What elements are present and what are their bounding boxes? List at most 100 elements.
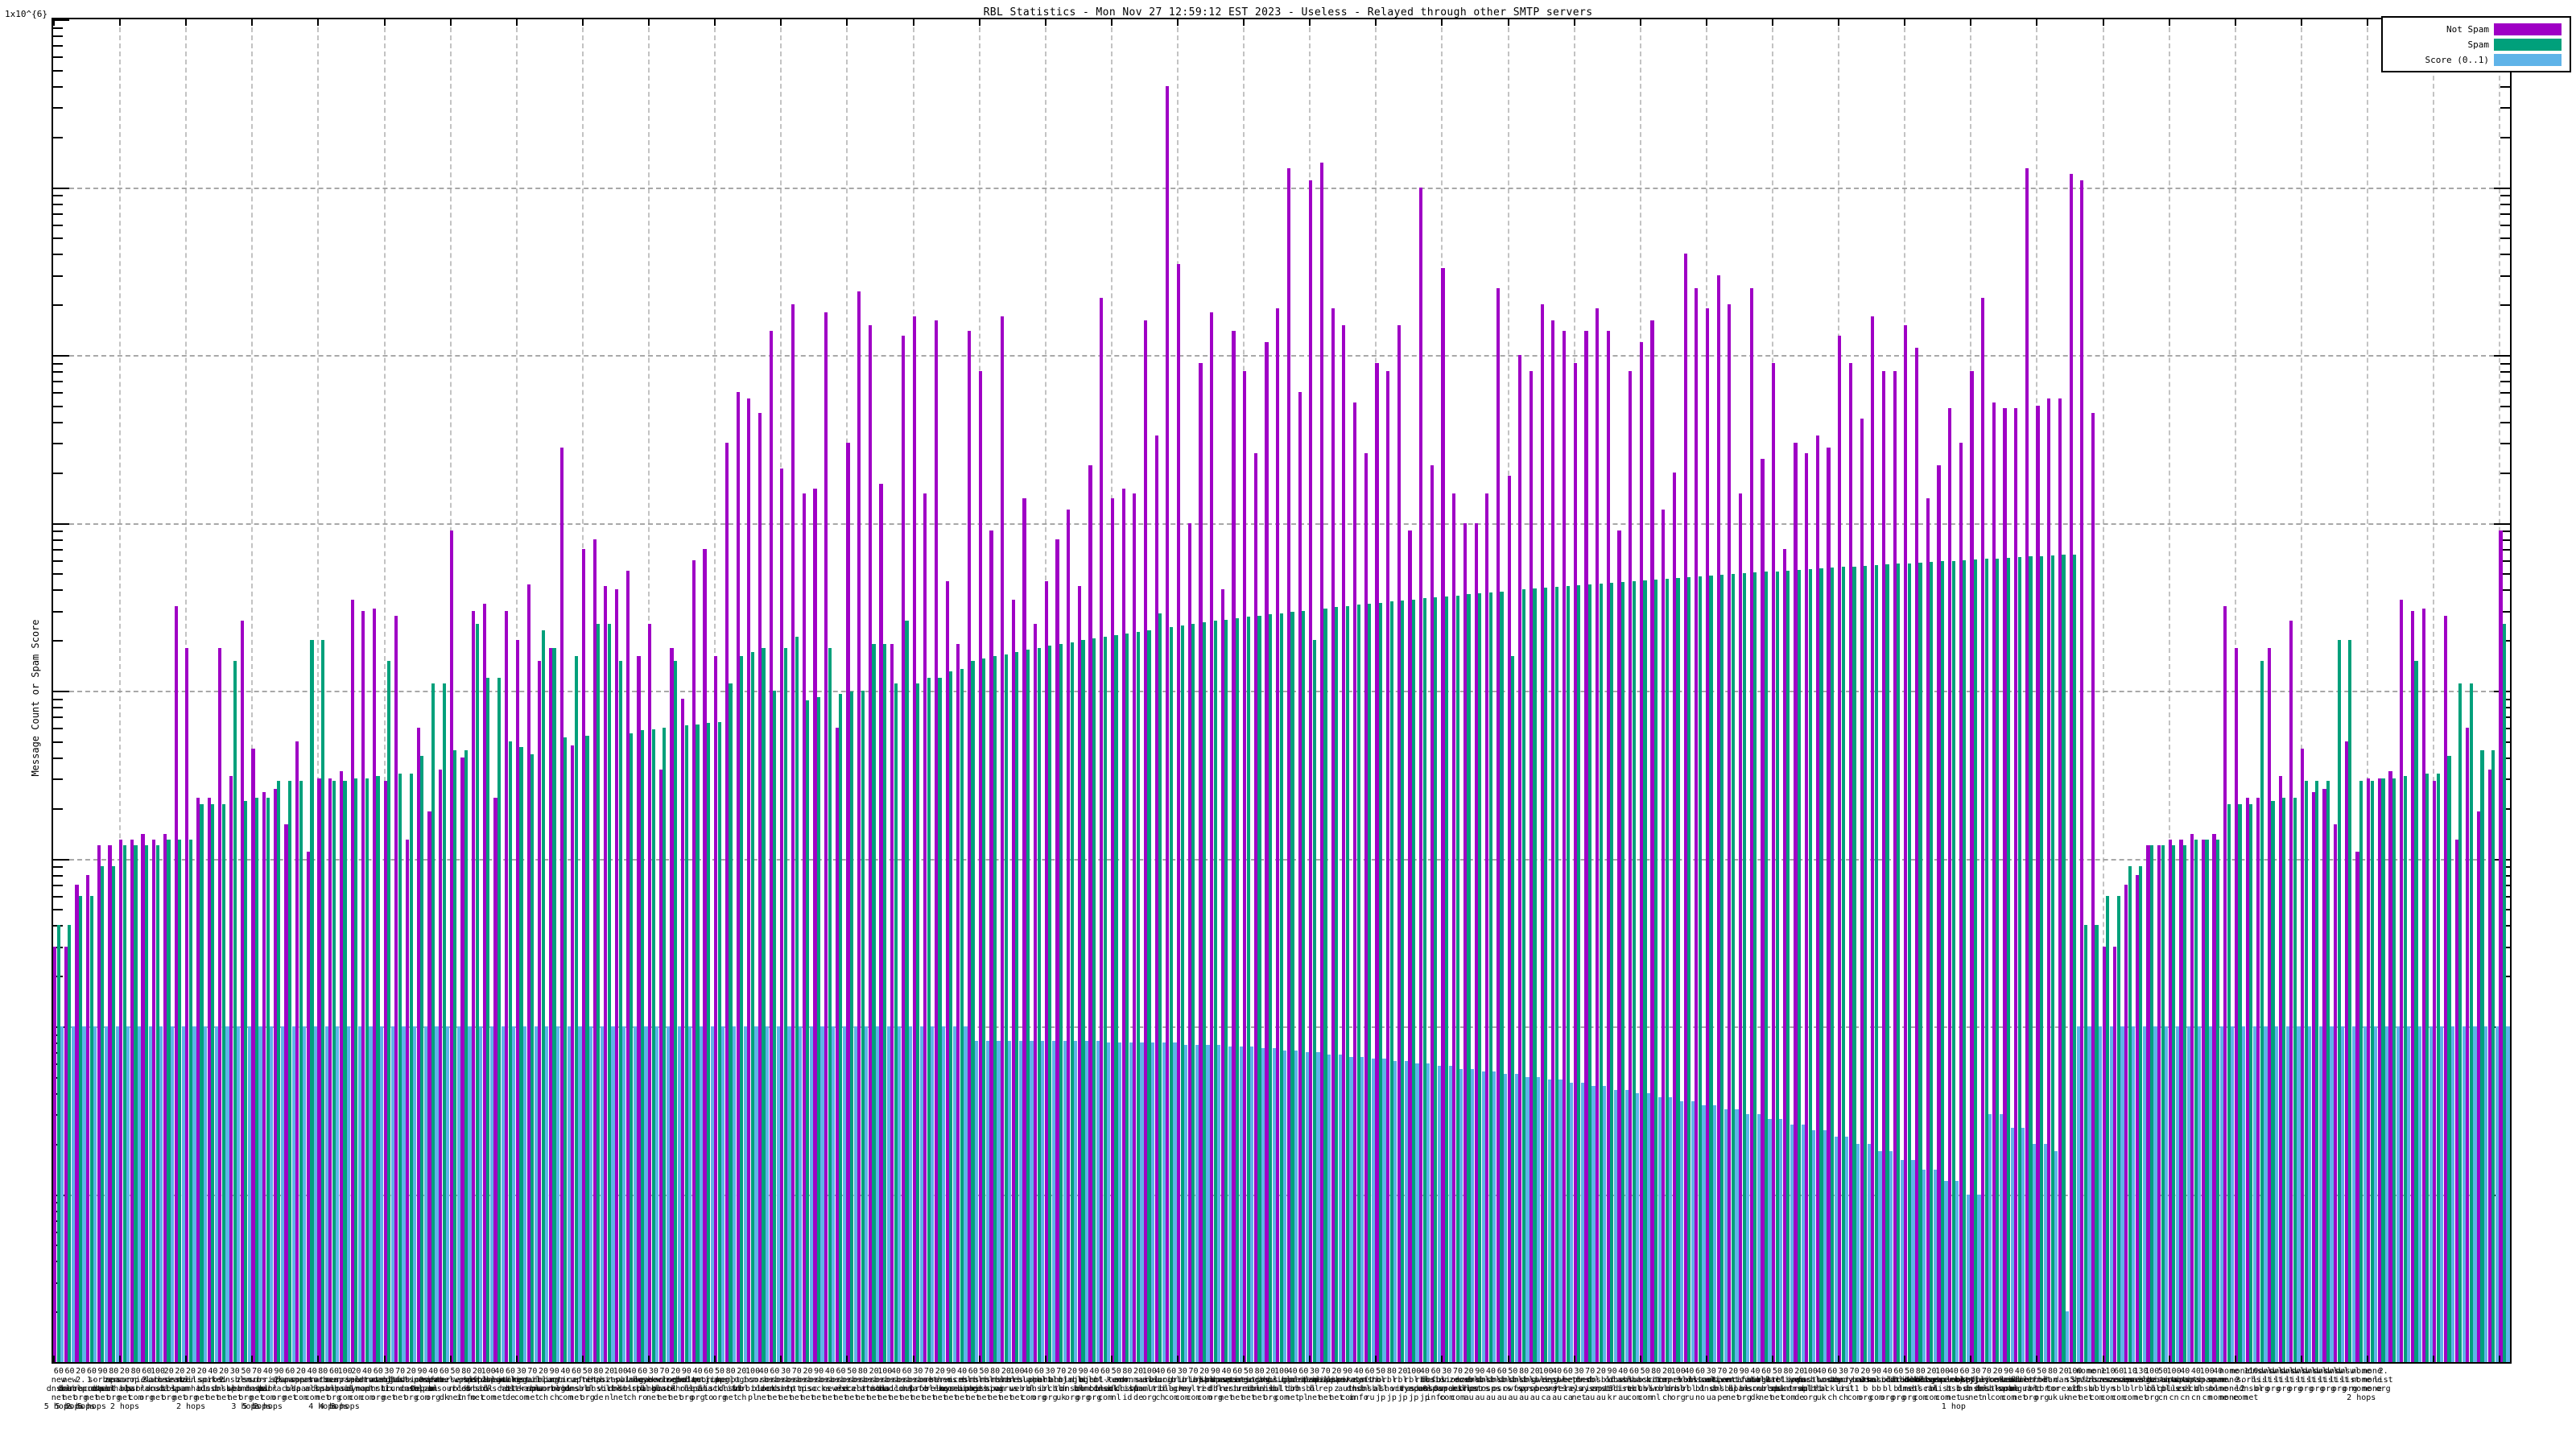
- x-axis-tick-label-line: 110: [2244, 1367, 2259, 1376]
- x-axis-tick-label-line: blockedser.: [1905, 1376, 1959, 1385]
- x-axis-tick-label-line: all: [304, 1385, 320, 1393]
- x-axis-tick-label-line: talkactive.: [1750, 1376, 1804, 1385]
- bar-score: [555, 1026, 560, 1362]
- x-axis-tick-label-line: net: [84, 1393, 99, 1402]
- x-axis-tick-label-line: au: [1519, 1393, 1530, 1402]
- x-axis-tick-label-line: zen.: [104, 1376, 124, 1385]
- x-axis-tick-label: 50 sorbs. recent net: [837, 1367, 866, 1402]
- x-axis-tick: [780, 19, 782, 26]
- x-axis-tick-label-line: none: [2208, 1385, 2228, 1393]
- bar-spam: [1257, 615, 1261, 1362]
- bar-spam: [1467, 594, 1471, 1362]
- x-axis-tick-label-line: sorbs.: [242, 1376, 272, 1385]
- x-axis-tick-label-line: ua: [1706, 1393, 1716, 1402]
- x-axis-tick-label-line: konstant.: [1678, 1376, 1723, 1385]
- bar-spam: [376, 776, 380, 1362]
- x-axis-tick-label-line: 30: [1706, 1367, 1716, 1376]
- bar-not-spam: [1022, 498, 1026, 1362]
- x-axis-tick-label-line: dnsbl: [365, 1385, 390, 1393]
- bar-not-spam: [1232, 330, 1236, 1362]
- bar-not-spam: [2025, 167, 2029, 1362]
- bar-group: [978, 19, 990, 1362]
- bar-spam: [1235, 618, 1240, 1362]
- bar-group: [2124, 19, 2136, 1362]
- bar-not-spam: [1914, 348, 1919, 1362]
- x-axis-tick-label-line: msrbl.: [1002, 1376, 1032, 1385]
- bar-not-spam: [2487, 769, 2491, 1362]
- x-axis-tick-label-line: rbl: [1814, 1385, 1829, 1393]
- bar-group: [1596, 19, 1607, 1362]
- bar-group: [2157, 19, 2169, 1362]
- x-axis-tick-label: 90 fusionzero. 0spam com: [395, 1367, 448, 1402]
- bar-spam: [1048, 646, 1052, 1362]
- bar-group: [1728, 19, 1739, 1362]
- bar-spam: [960, 668, 964, 1362]
- bar-not-spam: [130, 839, 134, 1362]
- x-axis-tick: [978, 19, 980, 26]
- x-axis-tick-label: 40 fasthosts. rbl uk: [1798, 1367, 1846, 1402]
- x-axis-tick-label-line: 30: [1177, 1367, 1187, 1376]
- x-axis-tick-label-line: org: [73, 1393, 89, 1402]
- bar-group: [1695, 19, 1706, 1362]
- x-axis-tick-label-line: net: [205, 1393, 221, 1402]
- bar-not-spam: [383, 781, 387, 1362]
- x-axis-tick-label: 60 uribl. black com: [1157, 1367, 1186, 1402]
- bar-not-spam: [1672, 472, 1677, 1362]
- x-axis-tick-label-line: 90: [1210, 1367, 1220, 1376]
- x-axis-tick-label-line: 60: [53, 1367, 64, 1376]
- bar-spam: [1444, 596, 1449, 1362]
- x-axis-tick: [317, 1356, 320, 1362]
- bar-not-spam: [637, 656, 641, 1362]
- y-axis-tick-minor: [53, 548, 63, 551]
- bar-not-spam: [2443, 615, 2448, 1362]
- bar-spam: [1147, 630, 1151, 1362]
- x-axis-tick-label: 50 dnsbl. owfs au: [1498, 1367, 1527, 1402]
- x-axis-tick-label: 20 spamrats. dyna com: [334, 1367, 378, 1402]
- x-axis-tick-label-line: org: [370, 1393, 386, 1402]
- x-axis-tick-label-line: wpbl.: [454, 1376, 479, 1385]
- bar-group: [2223, 19, 2235, 1362]
- bar-spam: [1819, 568, 1823, 1362]
- bar-not-spam: [1562, 330, 1567, 1362]
- x-axis-tick-label-line: 90: [814, 1367, 824, 1376]
- x-axis-tick-label-line: 100: [613, 1367, 628, 1376]
- x-axis-tick-label-line: 50: [1905, 1367, 1915, 1376]
- bar-score: [126, 1026, 130, 1362]
- bar-not-spam: [868, 325, 872, 1362]
- y-axis-tick-minor: [53, 807, 63, 810]
- x-axis-tick-label-line: barracuda.: [1830, 1376, 1879, 1385]
- x-axis-tick-label-line: com: [514, 1393, 529, 1402]
- bar-not-spam: [2454, 839, 2458, 1362]
- x-axis-tick-label-line: net: [525, 1393, 540, 1402]
- x-axis-tick-label-line: dk: [1750, 1393, 1761, 1402]
- x-axis-tick-label-line: dnsbl: [718, 1385, 743, 1393]
- bar-spam: [949, 671, 953, 1362]
- bar-spam: [1302, 610, 1306, 1362]
- x-axis-tick-label: dnswl. list org: [2281, 1367, 2310, 1393]
- bar-group: [2179, 19, 2190, 1362]
- bar-not-spam: [538, 661, 542, 1362]
- x-axis-tick-label-line: 0spam.: [419, 1376, 448, 1385]
- x-axis-tick-label: 50 anti-spam. cblplus cn: [2139, 1367, 2187, 1402]
- bar-spam: [1478, 593, 1482, 1362]
- x-axis-tick-label-line: to: [704, 1393, 714, 1402]
- x-axis-tick-label-line: 50: [714, 1367, 725, 1376]
- bar-score: [2099, 1026, 2103, 1362]
- x-axis-tick-label-line: 40: [208, 1367, 218, 1376]
- bar-score: [2153, 1026, 2157, 1362]
- bar-not-spam: [306, 851, 310, 1362]
- x-axis-tick-label-line: bl: [505, 1385, 515, 1393]
- bar-not-spam: [879, 484, 883, 1362]
- x-axis-tick-label-line: probes: [1520, 1385, 1550, 1393]
- x-axis-tick-label-line: rbl: [1682, 1385, 1697, 1393]
- bar-score: [2450, 1026, 2455, 1362]
- bar-group: [317, 19, 328, 1362]
- x-axis-tick-label-line: au: [1496, 1393, 1507, 1402]
- bar-not-spam: [1728, 304, 1732, 1362]
- bar-score: [1669, 1096, 1673, 1362]
- x-axis-tick-label-line: dnswl.: [2324, 1367, 2354, 1376]
- x-axis-tick-label-line: net: [1219, 1393, 1234, 1402]
- y-axis-tick-minor: [2500, 472, 2510, 474]
- x-axis-tick-label-line: net: [283, 1393, 298, 1402]
- x-axis-tick-label-line: jippg.: [704, 1376, 735, 1385]
